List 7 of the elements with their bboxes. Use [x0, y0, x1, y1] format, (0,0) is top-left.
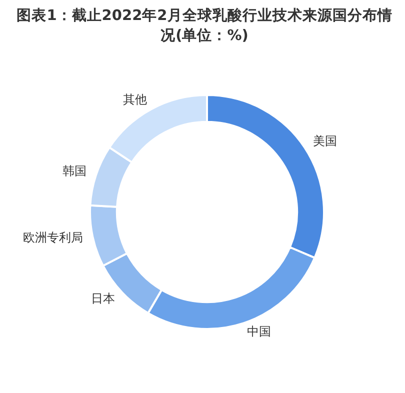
- slice-label: 日本: [90, 292, 115, 306]
- slice-label: 欧洲专利局: [22, 230, 83, 245]
- slice-label: 美国: [312, 134, 337, 148]
- slice-label: 其他: [122, 92, 147, 106]
- slice-label: 中国: [247, 324, 272, 339]
- slice-label: 韩国: [62, 164, 86, 178]
- chart-title: 图表1：截止2022年2月全球乳酸行业技术来源国分布情况(单位：%): [16, 6, 394, 46]
